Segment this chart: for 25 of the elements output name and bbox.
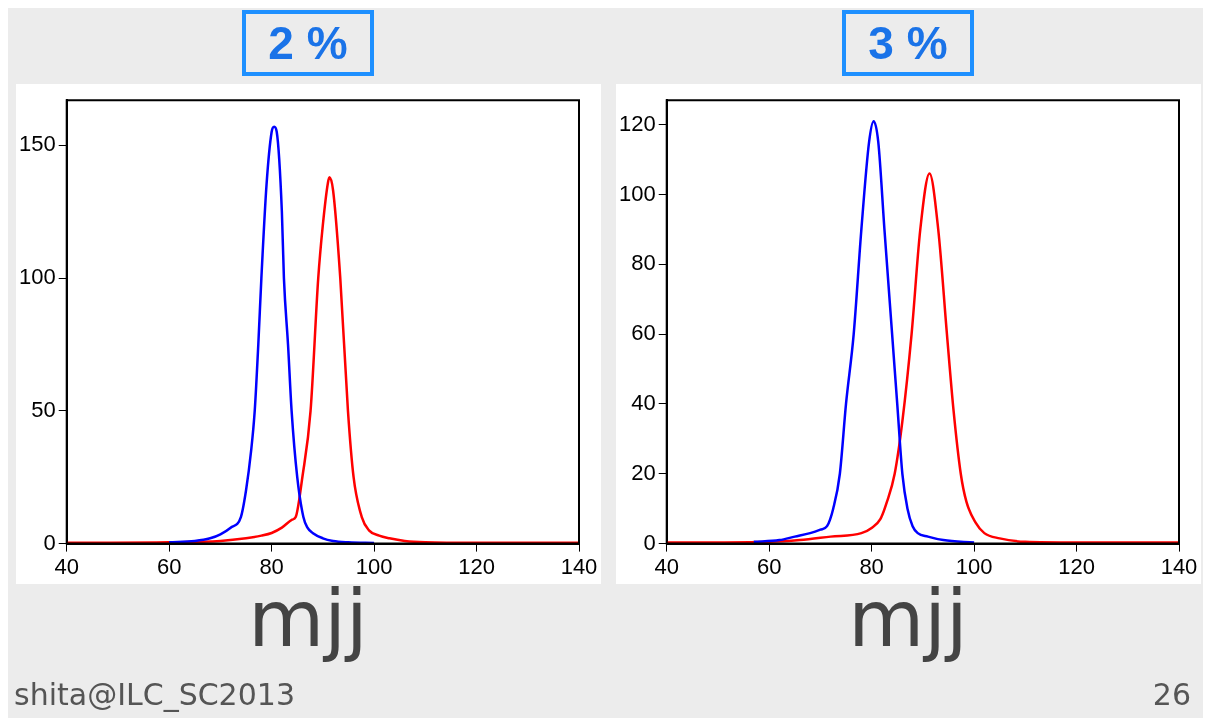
chart-title: 2 % xyxy=(242,10,374,76)
y-tick-label: 0 xyxy=(42,529,56,555)
x-tick-label: 60 xyxy=(756,553,781,579)
x-tick-label: 120 xyxy=(457,553,495,579)
text: 26 xyxy=(1152,677,1191,712)
x-tick-label: 40 xyxy=(653,553,679,579)
y-tick-label: 20 xyxy=(630,459,656,485)
y-tick-label: 150 xyxy=(18,131,56,157)
y-tick-label: 50 xyxy=(30,396,56,422)
y-tick-label: 0 xyxy=(642,529,656,555)
y-tick-label: 100 xyxy=(618,180,656,206)
x-tick-label: 120 xyxy=(1057,553,1095,579)
x-tick-label: 60 xyxy=(156,553,181,579)
line-series xyxy=(167,125,375,544)
x-tick-label: 140 xyxy=(1160,553,1197,579)
y-tick-label: 80 xyxy=(630,250,656,276)
line-series xyxy=(752,119,975,544)
x-tick-label: 40 xyxy=(53,553,79,579)
y-tick-label: 40 xyxy=(630,390,656,416)
y-tick-label: 100 xyxy=(18,264,56,290)
x-tick-label: 140 xyxy=(560,553,597,579)
y-tick-label: 120 xyxy=(618,110,656,136)
y-tick-label: 60 xyxy=(630,320,656,346)
text: shita@ILC_SC2013 xyxy=(14,677,295,712)
chart-title: 3 % xyxy=(842,10,974,76)
